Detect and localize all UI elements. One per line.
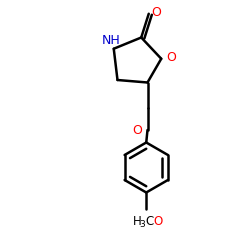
Text: 3: 3 (140, 220, 145, 229)
Text: O: O (132, 124, 142, 136)
Text: H: H (132, 215, 141, 228)
Text: O: O (153, 215, 162, 228)
Text: O: O (166, 51, 176, 64)
Text: NH: NH (102, 34, 120, 47)
Text: C: C (146, 215, 154, 228)
Text: O: O (152, 6, 162, 19)
